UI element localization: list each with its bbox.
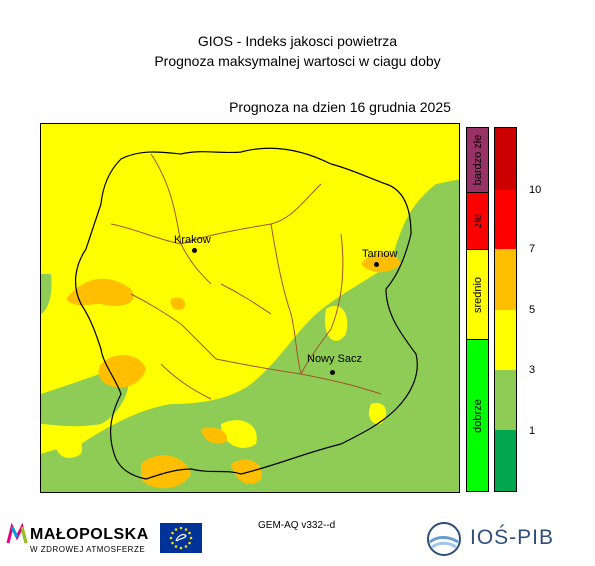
orange-patch-south1 — [141, 455, 191, 489]
yellow-island-south1 — [221, 420, 257, 448]
tick-label-10: 10 — [529, 184, 542, 196]
district-boundaries — [110, 153, 382, 400]
orange-patch-tarnow — [361, 252, 401, 273]
orange-patch-south2 — [231, 459, 262, 484]
krakow-marker — [192, 248, 197, 253]
tarnow-marker — [374, 262, 379, 267]
orange-patch-west — [66, 278, 134, 306]
iospib-logo-icon — [427, 522, 461, 556]
map-title-line1: GIOS - Indeks jakosci powietrza — [197, 33, 398, 49]
tick-label-1: 1 — [529, 425, 536, 437]
legend-category-srednio: srednio — [466, 249, 489, 340]
map-svg — [41, 147, 459, 492]
region-outline — [74, 147, 418, 480]
tick-label-7: 7 — [529, 243, 536, 255]
nowy-sacz-marker — [330, 370, 335, 375]
malopolska-logo-icon — [6, 523, 28, 544]
orange-patch-krakow — [170, 297, 186, 310]
yellow-island-southwest — [55, 432, 82, 458]
malopolska-slogan: W ZDROWEJ ATMOSFERZE — [30, 545, 146, 554]
orange-patch-south3 — [201, 427, 227, 444]
model-version-label: GEM-AQ v332--d — [258, 520, 336, 531]
yellow-island-south2 — [369, 403, 387, 425]
eu-stars-icon — [169, 526, 193, 550]
legend-category-dobrze: dobrze — [466, 339, 489, 492]
green-region-south-west2 — [41, 443, 121, 492]
green-region-west-edge — [41, 274, 52, 314]
map-title-line2: Prognoza maksymalnej wartosci w ciagu do… — [154, 53, 441, 69]
tick-label-3: 3 — [529, 364, 536, 376]
scale-frame — [494, 127, 517, 492]
iospib-name: IOŚ-PIB — [470, 526, 555, 549]
tarnow-label: Tarnow — [362, 248, 398, 260]
orange-patch-southwest — [98, 354, 146, 388]
green-region-east — [41, 179, 459, 492]
eu-life-logo — [160, 523, 202, 553]
legend-category-zle: złe — [466, 192, 489, 250]
malopolska-name: MAŁOPOLSKA — [30, 526, 149, 543]
krakow-label: Krakow — [174, 234, 211, 246]
forecast-map: Krakow Tarnow Nowy Sacz — [40, 123, 460, 493]
yellow-island-center — [325, 305, 348, 341]
forecast-date: Prognoza na dzien 16 grudnia 2025 — [229, 99, 451, 115]
tick-label-5: 5 — [529, 304, 536, 316]
legend-category-bardzo-zle: bardzo złe — [466, 127, 489, 193]
nowy-sacz-label: Nowy Sacz — [307, 353, 363, 365]
